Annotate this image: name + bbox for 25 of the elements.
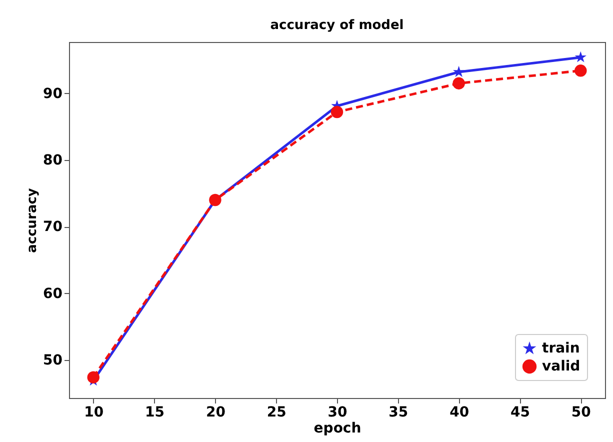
legend-label: train [542, 340, 580, 356]
y-tick-label: 50 [43, 352, 63, 368]
y-axis-title: accuracy [25, 188, 40, 253]
point [452, 77, 465, 90]
chart-title: accuracy of model [270, 18, 404, 33]
y-tick-label: 80 [43, 152, 63, 168]
x-tick-label: 15 [145, 404, 165, 420]
legend-label: valid [542, 358, 580, 374]
x-tick-label: 25 [266, 404, 286, 420]
point [574, 64, 587, 77]
y-tick-label: 70 [43, 219, 63, 236]
y-tick-label: 60 [43, 286, 63, 302]
x-tick-label: 20 [206, 404, 226, 420]
x-tick-label: 40 [450, 404, 470, 420]
y-tick-label: 90 [43, 86, 63, 102]
x-tick-label: 50 [571, 404, 592, 420]
point [574, 51, 586, 62]
point [87, 371, 100, 384]
x-axis-title: epoch [314, 420, 362, 436]
point [330, 106, 344, 118]
x-tick-label: 45 [510, 404, 530, 420]
x-tick-label: 35 [388, 404, 408, 420]
x-tick-label: 30 [328, 404, 348, 420]
point [452, 66, 465, 77]
x-tick-label: 10 [84, 404, 104, 420]
